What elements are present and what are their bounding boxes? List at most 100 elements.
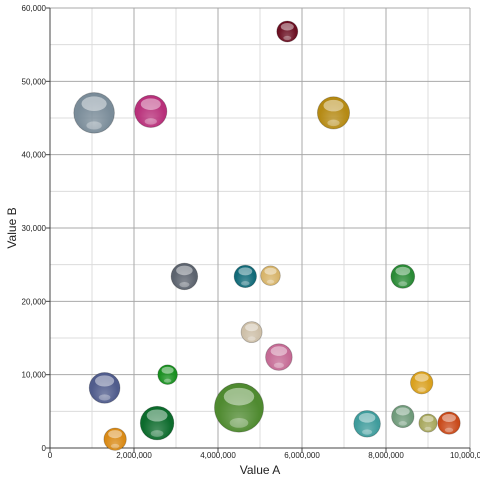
- bubble-reflection: [247, 336, 256, 341]
- x-tick-label: 6,000,000: [284, 451, 320, 460]
- bubble-highlight: [95, 375, 115, 387]
- bubble-body: [233, 264, 257, 288]
- bubble-body: [134, 94, 168, 128]
- bubble-body: [316, 96, 350, 130]
- bubble-reflection: [273, 362, 284, 368]
- bubble-point: [391, 404, 415, 429]
- y-tick-label: 60,000: [22, 4, 47, 13]
- bubble-body: [240, 321, 263, 344]
- bubble-reflection: [327, 119, 340, 127]
- bubble-highlight: [161, 366, 174, 374]
- bubble-reflection: [266, 279, 275, 284]
- y-tick-label: 40,000: [22, 151, 47, 160]
- y-tick-label: 20,000: [22, 297, 47, 306]
- x-tick-label: 2,000,000: [116, 451, 152, 460]
- bubble-highlight: [176, 265, 193, 276]
- bubble-reflection: [86, 121, 102, 130]
- grid-lines: [49, 7, 471, 449]
- bubble-reflection: [417, 387, 426, 392]
- bubble-highlight: [270, 346, 288, 356]
- bubble-reflection: [98, 394, 111, 401]
- bubble-point: [134, 94, 168, 128]
- bubble-highlight: [223, 387, 255, 406]
- bubble-reflection: [229, 417, 249, 428]
- bubble-point: [103, 427, 127, 451]
- bubble-point: [88, 372, 121, 404]
- bubble-point: [316, 96, 350, 130]
- y-axis-title: Value B: [5, 207, 19, 248]
- bubble-body: [88, 372, 121, 404]
- bubble-highlight: [238, 267, 253, 276]
- bubble-reflection: [150, 430, 164, 437]
- bubble-reflection: [144, 118, 157, 125]
- bubble-body: [260, 265, 281, 286]
- bubble-point: [73, 92, 115, 134]
- bubble-body: [214, 382, 264, 433]
- bubble-highlight: [108, 430, 123, 439]
- bubble-highlight: [414, 373, 429, 382]
- bubble-highlight: [358, 413, 376, 423]
- x-tick-label: 8,000,000: [368, 451, 404, 460]
- x-tick-label: 10,000,000: [450, 451, 480, 460]
- bubble-body: [391, 404, 415, 429]
- y-tick-label: 30,000: [22, 224, 47, 233]
- bubble-body: [73, 92, 115, 134]
- bubble-point: [437, 411, 461, 435]
- bubble-reflection: [110, 443, 120, 449]
- bubble-reflection: [362, 429, 373, 435]
- bubble-highlight: [245, 323, 259, 332]
- bubble-series: [73, 20, 461, 451]
- bubble-point: [353, 410, 381, 438]
- bubble-point: [418, 413, 438, 433]
- bubble-highlight: [442, 413, 456, 423]
- bubble-point: [157, 364, 178, 385]
- bubble-reflection: [444, 427, 454, 433]
- bubble-body: [170, 262, 199, 291]
- y-tick-label: 0: [42, 444, 47, 453]
- bubble-reflection: [163, 378, 172, 383]
- bubble-body: [139, 405, 175, 441]
- bubble-body: [265, 343, 293, 371]
- bubble-reflection: [424, 426, 432, 431]
- bubble-body: [437, 411, 461, 435]
- bubble-body: [157, 364, 178, 385]
- bubble-highlight: [140, 98, 161, 110]
- bubble-point: [240, 321, 263, 344]
- bubble-point: [170, 262, 199, 291]
- bubble-highlight: [146, 409, 168, 422]
- tick-labels: 0 2,000,000 4,000,000 6,000,000 8,000,000 10,…: [22, 4, 480, 460]
- bubble-point: [265, 343, 293, 371]
- bubble-point: [390, 264, 416, 289]
- bubble-reflection: [283, 35, 292, 41]
- bubble-reflection: [398, 421, 408, 426]
- bubble-reflection: [398, 281, 408, 287]
- bubble-highlight: [422, 415, 434, 423]
- bubble-body: [410, 371, 434, 395]
- x-axis-title: Value A: [240, 463, 280, 477]
- bubble-point: [214, 382, 264, 433]
- bubble-point: [260, 265, 281, 286]
- bubble-body: [353, 410, 381, 438]
- bubble-highlight: [395, 266, 411, 276]
- bubble-reflection: [179, 281, 190, 288]
- y-tick-label: 10,000: [22, 371, 47, 380]
- bubble-highlight: [323, 99, 344, 112]
- bubble-point: [410, 371, 434, 395]
- x-tick-label: 4,000,000: [200, 451, 236, 460]
- bubble-point: [276, 20, 299, 43]
- bubble-point: [139, 405, 175, 441]
- bubble-reflection: [241, 281, 250, 286]
- y-tick-label: 50,000: [22, 77, 47, 86]
- bubble-highlight: [81, 96, 107, 112]
- bubble-point: [233, 264, 257, 288]
- bubble-body: [390, 264, 416, 289]
- bubble-highlight: [280, 22, 294, 31]
- bubble-highlight: [264, 267, 277, 275]
- bubble-body: [276, 20, 299, 43]
- bubble-body: [103, 427, 127, 451]
- x-tick-label: 0: [48, 451, 53, 460]
- bubble-highlight: [395, 407, 410, 416]
- bubble-body: [418, 413, 438, 433]
